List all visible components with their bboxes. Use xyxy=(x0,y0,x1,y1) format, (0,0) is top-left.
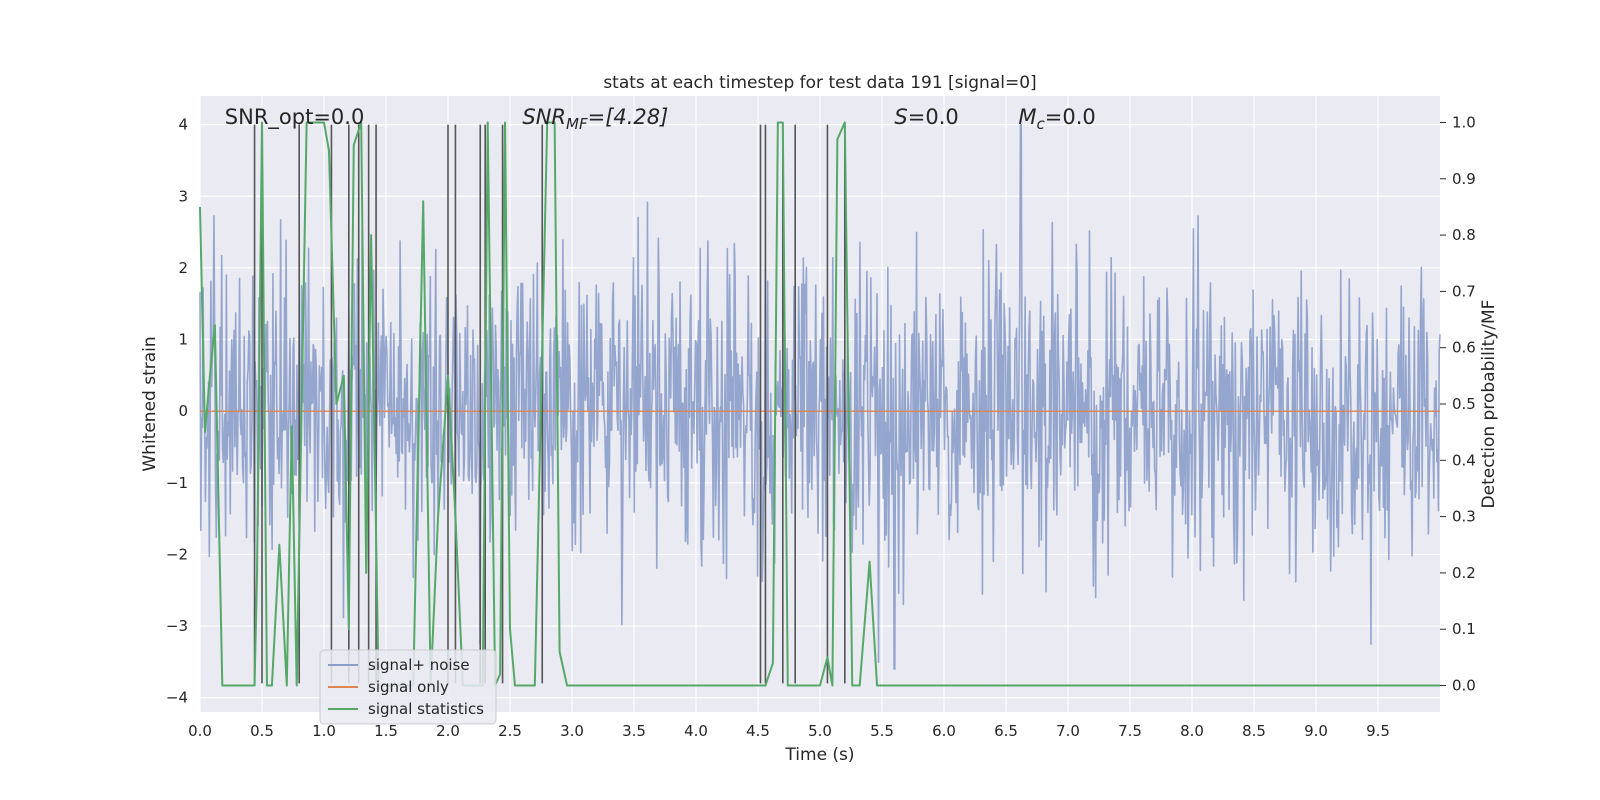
x-tick-label: 9.0 xyxy=(1304,722,1328,740)
x-tick-label: 3.0 xyxy=(560,722,584,740)
right-y-tick-label: 1.0 xyxy=(1452,113,1476,131)
right-y-tick-label: 0.1 xyxy=(1452,620,1476,638)
legend-entry: signal+ noise xyxy=(368,656,470,674)
left-y-tick-label: −3 xyxy=(166,617,188,635)
x-tick-label: 4.5 xyxy=(746,722,770,740)
x-tick-label: 9.5 xyxy=(1366,722,1390,740)
left-y-tick-labels: 4 3 2 1 0 −1 −2 −3 −4 xyxy=(166,116,188,707)
left-y-tick-label: 4 xyxy=(178,116,188,134)
right-y-tick-label: 0.6 xyxy=(1452,339,1476,357)
s-annotation: S=0.0 xyxy=(894,105,958,129)
left-y-tick-label: −4 xyxy=(166,689,188,707)
x-tick-label: 3.5 xyxy=(622,722,646,740)
signal-noise-line xyxy=(199,123,1441,670)
legend: signal+ noise signal only signal statistic… xyxy=(319,649,497,725)
legend-box xyxy=(319,649,497,725)
x-tick-label: 6.5 xyxy=(994,722,1018,740)
x-tick-label: 0.0 xyxy=(188,722,212,740)
x-tick-label: 2.0 xyxy=(436,722,460,740)
signal-statistics-series xyxy=(199,121,1440,687)
left-y-tick-label: −2 xyxy=(166,545,188,563)
left-y-tick-label: 3 xyxy=(178,187,188,205)
right-y-tick-label: 0.5 xyxy=(1452,395,1476,413)
chart-title: stats at each timestep for test data 191… xyxy=(603,73,1036,93)
legend-entry: signal statistics xyxy=(368,700,484,718)
left-y-tick-label: 2 xyxy=(178,259,188,277)
x-tick-label: 6.0 xyxy=(932,722,956,740)
right-y-tick-label: 0.7 xyxy=(1452,282,1476,300)
x-tick-label: 2.5 xyxy=(498,722,522,740)
x-tick-label: 8.0 xyxy=(1180,722,1204,740)
mc-annotation: Mc=0.0 xyxy=(1018,105,1095,133)
x-tick-label: 5.5 xyxy=(870,722,894,740)
right-y-tick-label: 0.2 xyxy=(1452,564,1476,582)
right-y-axis-label: Detection probability/MF xyxy=(1479,300,1499,509)
left-y-tick-label: 0 xyxy=(178,402,188,420)
x-tick-labels: 0.0 0.5 1.0 1.5 2.0 2.5 3.0 3.5 4.0 4.5 5.0 5.5 6.0 6… xyxy=(188,722,1390,740)
legend-entry: signal only xyxy=(368,678,449,696)
x-tick-label: 0.5 xyxy=(250,722,274,740)
right-y-tick-label: 0.3 xyxy=(1452,508,1476,526)
x-tick-label: 5.0 xyxy=(808,722,832,740)
x-tick-label: 7.0 xyxy=(1056,722,1080,740)
x-tick-label: 8.5 xyxy=(1242,722,1266,740)
noise-series xyxy=(199,123,1441,670)
snr-opt-annotation: SNR_opt=0.0 xyxy=(225,105,365,130)
signal-statistics-line xyxy=(199,121,1440,687)
annotations: SNR_opt=0.0 SNRMF=[4.28] S=0.0 Mc=0.0 xyxy=(225,105,1096,133)
left-y-axis-label: Whitened strain xyxy=(140,336,160,471)
x-axis-label: Time (s) xyxy=(784,745,854,765)
snr-mf-annotation: SNRMF=[4.28] xyxy=(522,105,668,133)
x-tick-label: 4.0 xyxy=(684,722,708,740)
x-tick-label: 7.5 xyxy=(1118,722,1142,740)
right-y-tick-label: 0.8 xyxy=(1452,226,1476,244)
left-y-tick-label: 1 xyxy=(178,331,188,349)
right-y-tick-label: 0.9 xyxy=(1452,170,1476,188)
right-y-tick-label: 0.4 xyxy=(1452,451,1476,469)
left-y-tick-label: −1 xyxy=(166,474,188,492)
x-tick-label: 1.5 xyxy=(374,722,398,740)
right-y-tick-label: 0.0 xyxy=(1452,677,1476,695)
right-y-tick-labels: 1.0 0.9 0.8 0.7 0.6 0.5 0.4 0.3 0.2 0.1 0.0 xyxy=(1440,113,1476,695)
x-tick-label: 1.0 xyxy=(312,722,336,740)
